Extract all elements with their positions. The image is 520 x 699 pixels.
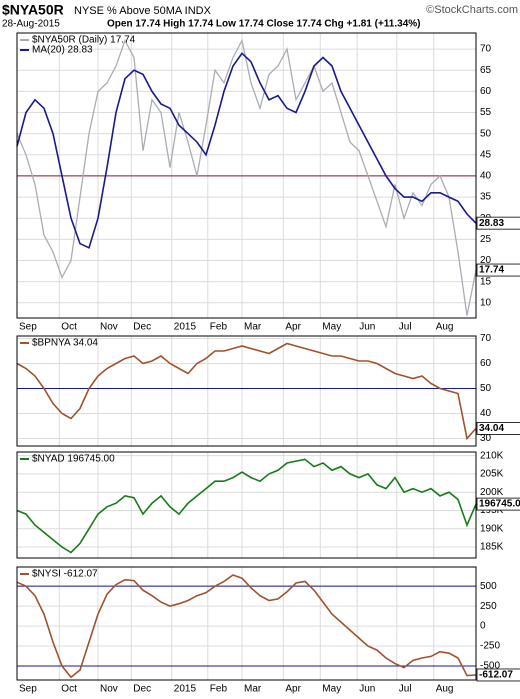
x-tick-label: Nov	[100, 684, 118, 695]
series-line	[16, 574, 477, 679]
x-tick-label: May	[322, 322, 341, 333]
x-tick-label: Aug	[436, 322, 454, 333]
x-tick-label: Jul	[399, 684, 412, 695]
y-tick-label: 0	[480, 621, 486, 632]
x-tick-label: Apr	[285, 684, 301, 695]
y-tick-label: 70	[480, 44, 492, 55]
last-value-label: 196745.00	[479, 499, 520, 510]
x-tick-label: 2015	[174, 684, 197, 695]
x-tick-label: Oct	[61, 684, 77, 695]
series-line	[16, 458, 477, 554]
x-tick-label: 2015	[174, 322, 197, 333]
last-value-label: -612.07	[479, 670, 513, 681]
y-tick-label: 25	[480, 234, 492, 245]
x-tick-label: Mar	[244, 322, 262, 333]
y-tick-label: 200K	[480, 487, 504, 498]
x-tick-label: Feb	[210, 322, 228, 333]
legend-label: $NYSI -612.07	[32, 569, 98, 580]
last-value-box	[476, 668, 520, 682]
source: ©StockCharts.com	[426, 4, 518, 16]
last-value-label: 17.74	[479, 265, 504, 276]
x-tick-label: Sep	[19, 684, 37, 695]
last-value-label: 34.04	[479, 423, 504, 434]
x-tick-label: Jun	[359, 684, 375, 695]
quote: Open 17.74 High 17.74 Low 17.74 Close 17…	[107, 19, 421, 30]
y-tick-label: 60	[480, 86, 492, 97]
x-tick-label: Dec	[133, 322, 151, 333]
x-tick-label: Mar	[244, 684, 262, 695]
x-tick-label: May	[322, 684, 341, 695]
panel-frame	[16, 566, 477, 681]
x-tick-label: Sep	[19, 322, 37, 333]
x-tick-label: Jul	[399, 322, 412, 333]
y-tick-label: 190K	[480, 523, 504, 534]
last-value-box	[476, 263, 520, 277]
x-tick-label: Dec	[133, 684, 151, 695]
y-tick-label: 65	[480, 65, 492, 76]
y-tick-label: 45	[480, 149, 492, 160]
last-value-box	[476, 216, 520, 230]
y-tick-label: 210K	[480, 450, 504, 461]
panel-frame	[16, 451, 477, 559]
y-tick-label: -500	[480, 661, 500, 672]
y-tick-label: 35	[480, 192, 492, 203]
last-value-label: 28.83	[479, 218, 504, 229]
legend-label: MA(20) 28.83	[32, 45, 93, 56]
x-tick-label: Feb	[210, 684, 228, 695]
panel-frame	[16, 335, 477, 447]
last-value-box	[476, 421, 520, 435]
legend-label: $BPNYA 34.04	[32, 338, 98, 349]
x-tick-label: Oct	[61, 322, 77, 333]
x-tick-label: Aug	[436, 684, 454, 695]
y-tick-label: 55	[480, 107, 492, 118]
series-line	[16, 342, 477, 441]
series-line	[16, 52, 477, 249]
last-value-box	[476, 497, 520, 511]
y-tick-label: 40	[480, 408, 492, 419]
y-tick-label: 15	[480, 276, 492, 287]
y-tick-label: 10	[480, 297, 492, 308]
legend-label: $NYAD 196745.00	[32, 454, 115, 465]
y-tick-label: 70	[480, 333, 492, 344]
y-tick-label: 20	[480, 255, 492, 266]
y-tick-label: 40	[480, 171, 492, 182]
y-tick-label: 60	[480, 358, 492, 369]
y-tick-label: 50	[480, 383, 492, 394]
x-tick-label: Jun	[359, 322, 375, 333]
y-tick-label: 205K	[480, 469, 504, 480]
x-tick-label: Nov	[100, 322, 118, 333]
x-tick-label: Apr	[285, 322, 301, 333]
y-tick-label: 30	[480, 433, 492, 444]
y-tick-label: 250	[480, 601, 497, 612]
date: 28-Aug-2015	[2, 19, 60, 30]
series-line	[16, 38, 477, 316]
chart-subtitle: NYSE % Above 50MA INDX	[74, 5, 212, 17]
chart-title: $NYA50R	[2, 2, 64, 18]
y-tick-label: 50	[480, 128, 492, 139]
y-tick-label: 185K	[480, 542, 504, 553]
panel-frame	[16, 32, 477, 319]
y-tick-label: -250	[480, 641, 500, 652]
y-tick-label: 500	[480, 581, 497, 592]
legend-label: $NYA50R (Daily) 17.74	[32, 35, 136, 46]
y-tick-label: 195K	[480, 505, 504, 516]
